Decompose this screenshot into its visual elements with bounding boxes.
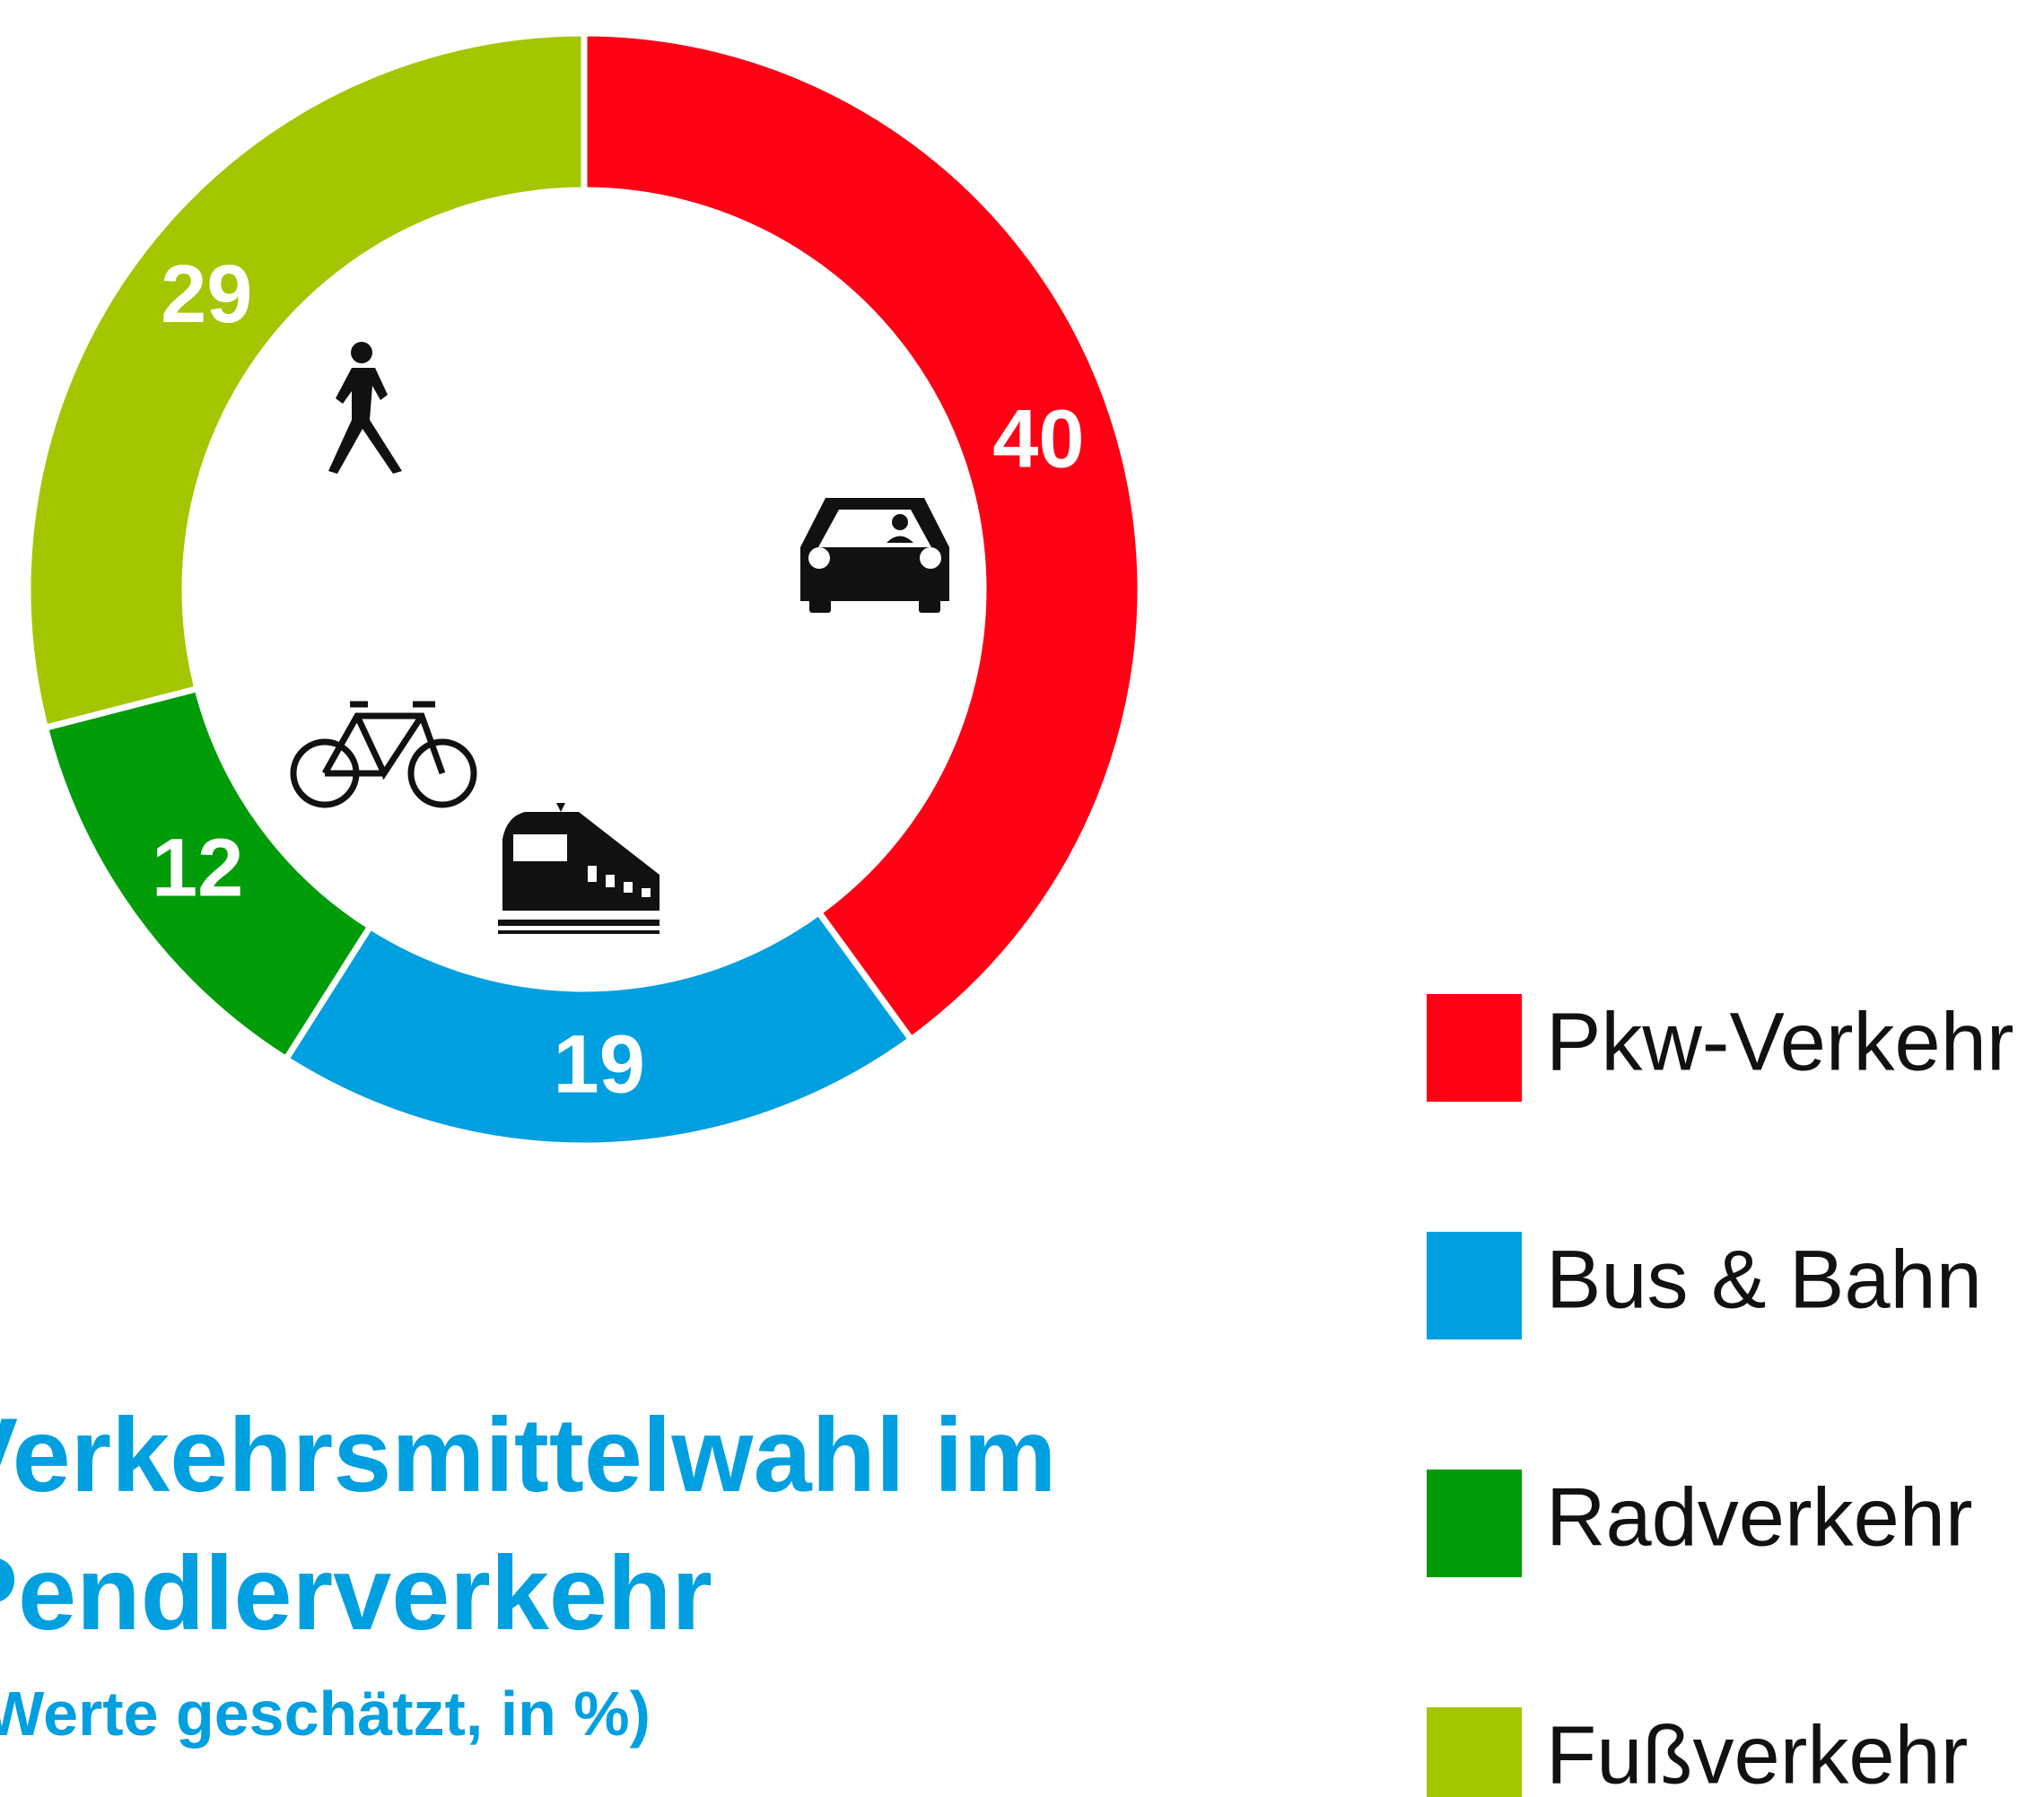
chart-title: Verkehrsmittelwahl im Pendlerverkehr (0, 1396, 1057, 1652)
legend-label: Bus & Bahn (1546, 1234, 1982, 1325)
pedestrian-icon (328, 342, 402, 474)
bicycle-icon (290, 701, 477, 808)
pie-segment (581, 30, 1144, 1044)
chart-subtitle: (Werte geschätzt, in %) (0, 1679, 651, 1749)
train-icon (498, 803, 659, 934)
pie-segment (281, 908, 916, 1149)
pie-segment (24, 30, 588, 732)
legend-label: Pkw-Verkehr (1546, 996, 2014, 1087)
legend-swatch (1427, 1232, 1522, 1339)
legend-swatch (1427, 994, 1522, 1102)
value-label: 29 (161, 249, 252, 340)
icons (290, 342, 949, 934)
value-label: 19 (554, 1019, 645, 1111)
legend-label: Radverkehr (1546, 1471, 1973, 1563)
value-label: 40 (992, 394, 1084, 485)
legend-label: Fußverkehr (1546, 1709, 1968, 1797)
value-label: 12 (152, 822, 243, 913)
car-icon (800, 498, 949, 613)
legend-swatch (1427, 1707, 1522, 1797)
legend-swatch (1427, 1470, 1522, 1577)
